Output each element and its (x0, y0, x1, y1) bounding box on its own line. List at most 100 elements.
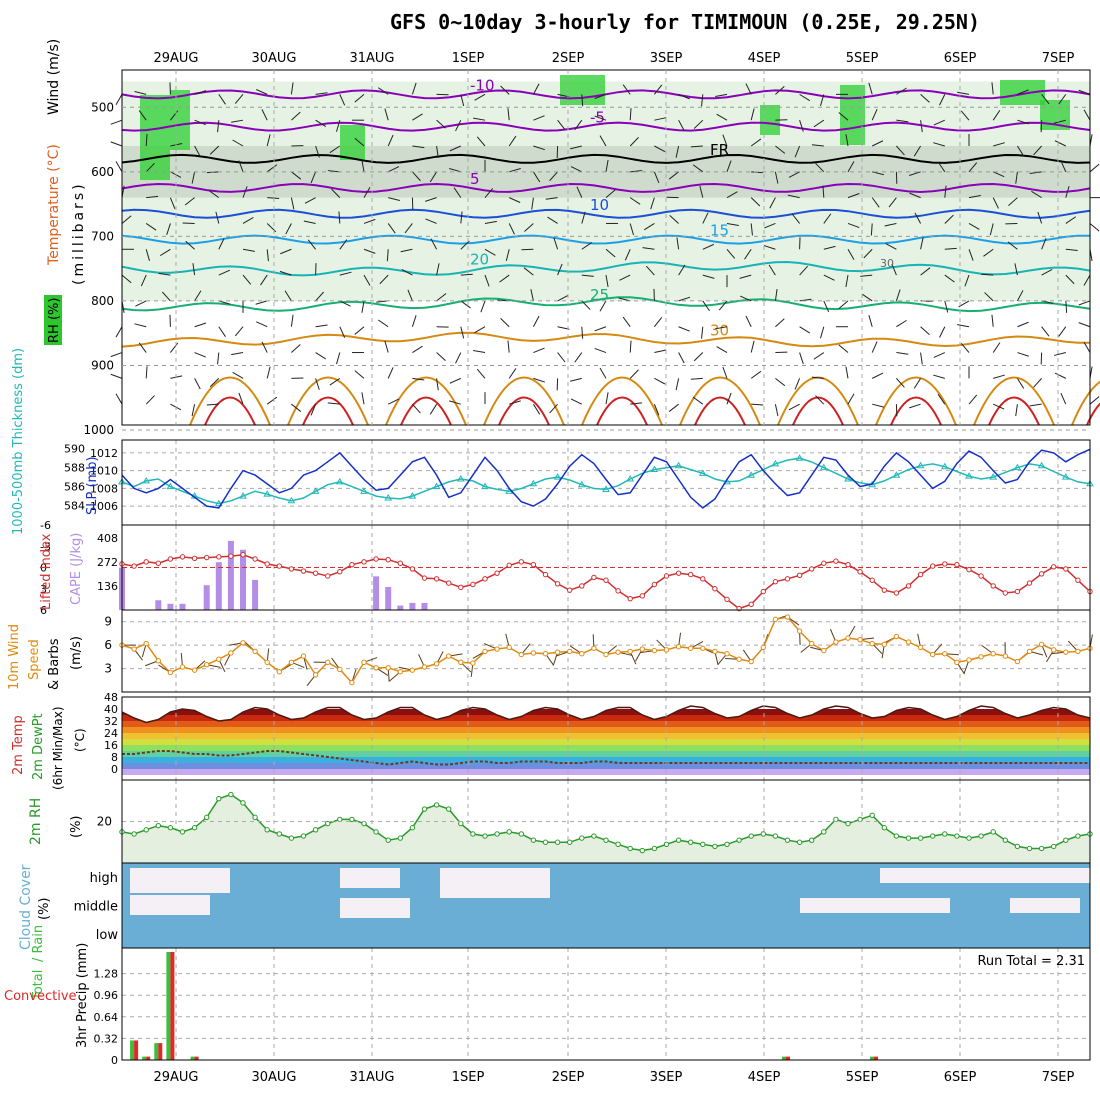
wind-barb (992, 109, 1001, 121)
wind-barb (134, 323, 147, 328)
temp-tick-label: 24 (104, 727, 118, 740)
li-line-point (385, 557, 391, 563)
wind-barb (871, 372, 884, 379)
li-line-point (917, 571, 924, 578)
rh-line-point (494, 831, 500, 837)
wind-barb (993, 142, 1005, 147)
wind-barb (232, 371, 244, 379)
wind-barb (668, 171, 679, 180)
thickness-line-point (577, 480, 586, 488)
wind-barb (716, 346, 728, 353)
wind-barb (581, 326, 584, 339)
wind-barb (1016, 145, 1025, 157)
upper-air-frame (121, 69, 1091, 426)
wind-barb (702, 300, 710, 312)
pressure-tick-label: 600 (91, 165, 114, 179)
wind-barb (654, 316, 663, 328)
isotherm-40-arch (988, 396, 1040, 426)
wind-barb (775, 145, 786, 154)
wind-barb (315, 352, 327, 360)
cape-bar (179, 603, 186, 610)
wind-speed-line-point (748, 658, 754, 665)
wind-barb (377, 319, 389, 328)
wind-speed-line-point (1051, 647, 1057, 653)
wind-barb (822, 185, 825, 198)
wind-speed-line-point (204, 661, 210, 668)
wind-barb (838, 300, 849, 310)
wind-barb (404, 223, 413, 234)
wind-barb (474, 326, 486, 334)
wind-barb (861, 293, 873, 302)
chart-title: GFS 0~10day 3-hourly for TIMIMOUN (0.25E… (390, 10, 981, 34)
wind-barb (871, 197, 880, 208)
wind-barb (654, 145, 666, 153)
wind-barb (242, 248, 255, 252)
wind-barb (161, 291, 171, 302)
wind-speed-line-point (446, 653, 452, 659)
wind-barb (291, 403, 302, 412)
rh-line-point (1002, 837, 1008, 843)
wind-barb (256, 89, 268, 95)
li-line-point (675, 570, 682, 576)
ylabel-2m-rh-unit: (%) (69, 816, 84, 839)
wind-barb (500, 85, 510, 95)
wind-speed-line-point (772, 616, 779, 623)
wind-barb (217, 120, 220, 133)
thickness-line-point (408, 492, 417, 499)
wind-barb (744, 248, 752, 260)
wind-barb (505, 249, 510, 262)
wind-barb (329, 145, 341, 154)
wind-barb (290, 82, 294, 95)
pressure-tick-label: 700 (91, 229, 114, 243)
li-line-point (458, 584, 464, 591)
wind-barb (354, 137, 365, 147)
wind-barb (1054, 372, 1067, 379)
wind-barb (115, 393, 123, 405)
wind-barb (690, 145, 703, 148)
wind-speed-line-point (300, 653, 307, 659)
wind-barb (256, 321, 268, 328)
rh-line-point (881, 825, 887, 831)
wind-barb (630, 402, 643, 405)
cape-bar (215, 562, 222, 610)
wind-barb (1054, 352, 1066, 356)
wind-speed-line-point (143, 640, 149, 647)
wind-barb (605, 159, 609, 172)
wind-barb (557, 263, 563, 276)
wind-barb (701, 326, 704, 339)
li-line-point (748, 601, 754, 608)
li-line-point (603, 577, 609, 583)
wind-barb (1041, 269, 1053, 276)
wind-barb (653, 403, 660, 416)
wind-barb (138, 110, 147, 121)
wind-barb (185, 240, 195, 250)
ylabel-2m-minmax: (6hr Min/Max) (51, 707, 65, 791)
rh-tick-label: 20 (97, 815, 112, 829)
wind-speed-line-point (833, 639, 839, 645)
temp-color-band (122, 763, 1090, 769)
thickness-line-point (529, 479, 538, 487)
li-line-point (651, 581, 658, 588)
isotherm-40-arch (498, 396, 550, 426)
wind-barb (863, 248, 873, 259)
rh-line-point (748, 833, 754, 839)
rh-line-point (1051, 843, 1057, 850)
wind-barb (1015, 404, 1018, 417)
wind-barb (594, 115, 607, 121)
wind-barb (1089, 163, 1100, 173)
wind-barb (581, 94, 584, 107)
rh-high-patch (140, 95, 170, 180)
rh-high-patch (840, 85, 865, 145)
wind-barb (509, 168, 521, 173)
rh-high-patch (340, 125, 365, 160)
isotherm-label: 30 (710, 322, 729, 340)
wind-barb (920, 237, 924, 250)
wind-barb (722, 366, 728, 379)
wind-barb (194, 90, 207, 95)
isotherm-line (121, 260, 1091, 277)
wind-barb (920, 267, 931, 276)
precip-total-bar (154, 1043, 159, 1060)
wind-barb (1083, 341, 1091, 353)
cloud-level-label: middle (74, 900, 118, 915)
wind-barb (750, 108, 755, 121)
